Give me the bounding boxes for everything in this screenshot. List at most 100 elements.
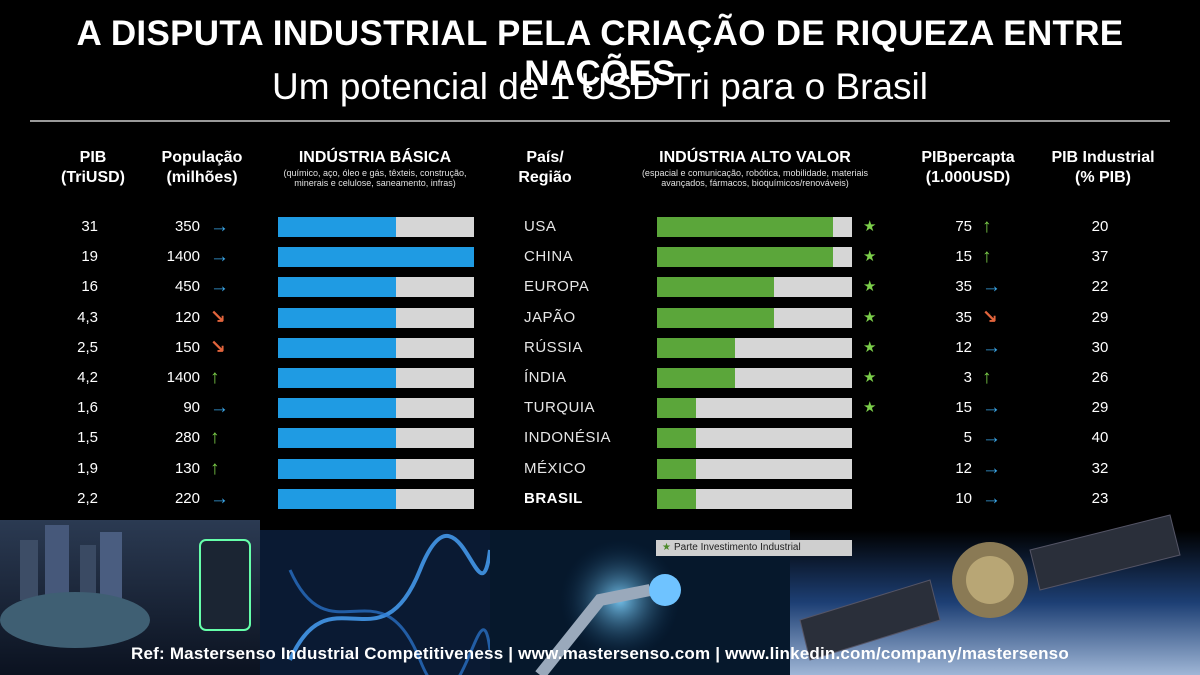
population-value: 450 bbox=[174, 278, 200, 295]
pib-value: 4,3 bbox=[77, 309, 98, 326]
star-icon: ★ bbox=[863, 278, 877, 295]
industrial-gdp-value: 23 bbox=[1091, 490, 1109, 507]
dna-scene bbox=[260, 530, 490, 675]
trend-down-icon: ↘ bbox=[210, 307, 226, 328]
high-value-industry-bar bbox=[657, 398, 852, 418]
population-value: 90 bbox=[183, 399, 200, 416]
pib-value: 16 bbox=[81, 278, 98, 295]
basic-industry-bar bbox=[278, 428, 474, 448]
per-capita-value: 35 bbox=[955, 278, 972, 295]
pib-value: 2,5 bbox=[77, 339, 98, 356]
per-capita-value: 12 bbox=[955, 339, 972, 356]
trend-right-icon: → bbox=[210, 216, 229, 237]
high-value-industry-bar-fill bbox=[657, 489, 696, 509]
car-shape bbox=[0, 592, 150, 648]
population-value: 350 bbox=[174, 218, 200, 235]
high-value-industry-bar bbox=[657, 308, 852, 328]
header-pais: País/ Região bbox=[518, 149, 572, 186]
trend-up-icon: ↑ bbox=[982, 367, 992, 388]
satellite-shape bbox=[799, 514, 1181, 661]
per-capita-value: 15 bbox=[955, 248, 972, 265]
high-value-industry-bar-fill bbox=[657, 308, 774, 328]
per-capita-value: 3 bbox=[963, 369, 972, 386]
pib-value: 1,6 bbox=[77, 399, 98, 416]
basic-industry-bar-fill bbox=[278, 489, 396, 509]
industrial-gdp-value: 32 bbox=[1091, 460, 1109, 477]
industrial-gdp-value: 26 bbox=[1091, 369, 1109, 386]
star-icon: ★ bbox=[863, 309, 877, 326]
population-value: 220 bbox=[174, 490, 200, 507]
industrial-gdp-value: 29 bbox=[1091, 399, 1109, 416]
page-subtitle: Um potencial de 1 USD Tri para o Brasil bbox=[272, 66, 928, 107]
star-icon: ★ bbox=[863, 369, 877, 386]
trend-down-icon: ↘ bbox=[982, 307, 998, 328]
basic-industry-bar bbox=[278, 277, 474, 297]
pib-value: 31 bbox=[81, 218, 98, 235]
trend-up-icon: ↑ bbox=[210, 367, 220, 388]
header-industria-basica: INDÚSTRIA BÁSICA (químico, aço, óleo e g… bbox=[272, 148, 478, 188]
trend-up-icon: ↑ bbox=[982, 246, 992, 267]
high-value-industry-bar-fill bbox=[657, 428, 696, 448]
high-value-industry-bar bbox=[657, 459, 852, 479]
industrial-gdp-value: 40 bbox=[1091, 429, 1109, 446]
industrial-gdp-value: 37 bbox=[1091, 248, 1109, 265]
basic-industry-bar-fill bbox=[278, 398, 396, 418]
population-value: 1400 bbox=[166, 248, 200, 265]
country-label: ÍNDIA bbox=[524, 369, 567, 386]
basic-industry-bar bbox=[278, 459, 474, 479]
country-label: CHINA bbox=[524, 248, 574, 265]
basic-industry-bar-fill bbox=[278, 247, 474, 267]
industrial-gdp-value: 22 bbox=[1091, 278, 1109, 295]
trend-right-icon: → bbox=[210, 276, 229, 297]
basic-industry-bar-fill bbox=[278, 428, 396, 448]
trend-right-icon: → bbox=[210, 397, 229, 418]
footer-reference: Ref: Mastersenso Industrial Competitiven… bbox=[131, 644, 1069, 663]
basic-industry-bar-fill bbox=[278, 308, 396, 328]
high-value-industry-bar-fill bbox=[657, 459, 696, 479]
country-label: EUROPA bbox=[524, 278, 590, 295]
population-value: 1400 bbox=[166, 369, 200, 386]
legend-label: Parte Investimento Industrial bbox=[673, 542, 801, 553]
high-value-industry-bar bbox=[657, 368, 852, 388]
header-pib-industrial: PIB Industrial (% PIB) bbox=[1051, 149, 1155, 186]
star-icon: ★ bbox=[863, 218, 877, 235]
high-value-industry-bar bbox=[657, 428, 852, 448]
trend-right-icon: → bbox=[210, 246, 229, 267]
per-capita-value: 35 bbox=[955, 309, 972, 326]
high-value-industry-bar-fill bbox=[657, 217, 833, 237]
title-divider bbox=[30, 120, 1170, 122]
country-label: MÉXICO bbox=[524, 460, 587, 477]
population-value: 150 bbox=[174, 339, 200, 356]
industrial-gdp-value: 29 bbox=[1091, 309, 1109, 326]
header-pib: PIB (TriUSD) bbox=[61, 149, 125, 186]
header-industria-alto-valor-note: (espacial e comunicação, robótica, mobil… bbox=[641, 168, 869, 188]
basic-industry-bar bbox=[278, 308, 474, 328]
high-value-industry-bar bbox=[657, 277, 852, 297]
industrial-gdp-value: 20 bbox=[1091, 218, 1109, 235]
header-industria-basica-title: INDÚSTRIA BÁSICA bbox=[298, 149, 452, 166]
high-value-industry-bar bbox=[657, 489, 852, 509]
high-value-industry-bar bbox=[657, 247, 852, 267]
pib-value: 1,9 bbox=[77, 460, 98, 477]
header-percapita: PIBpercapta (1.000USD) bbox=[921, 149, 1015, 186]
pib-value: 4,2 bbox=[77, 369, 98, 386]
trend-right-icon: → bbox=[982, 337, 1001, 358]
star-icon: ★ bbox=[863, 339, 877, 356]
trend-down-icon: ↘ bbox=[210, 337, 226, 358]
header-industria-alto-valor-title: INDÚSTRIA ALTO VALOR bbox=[659, 149, 851, 166]
country-label: JAPÃO bbox=[524, 309, 576, 326]
population-value: 130 bbox=[174, 460, 200, 477]
high-value-industry-bar-fill bbox=[657, 247, 833, 267]
basic-industry-bar bbox=[278, 398, 474, 418]
high-value-industry-bar bbox=[657, 338, 852, 358]
star-icon: ★ bbox=[863, 248, 877, 265]
high-value-industry-bar-fill bbox=[657, 277, 774, 297]
trend-right-icon: → bbox=[210, 488, 229, 509]
per-capita-value: 12 bbox=[955, 460, 972, 477]
pib-value: 19 bbox=[81, 248, 98, 265]
per-capita-value: 5 bbox=[963, 429, 972, 446]
basic-industry-bar bbox=[278, 247, 474, 267]
trend-right-icon: → bbox=[982, 276, 1001, 297]
country-label: TURQUIA bbox=[524, 399, 595, 416]
